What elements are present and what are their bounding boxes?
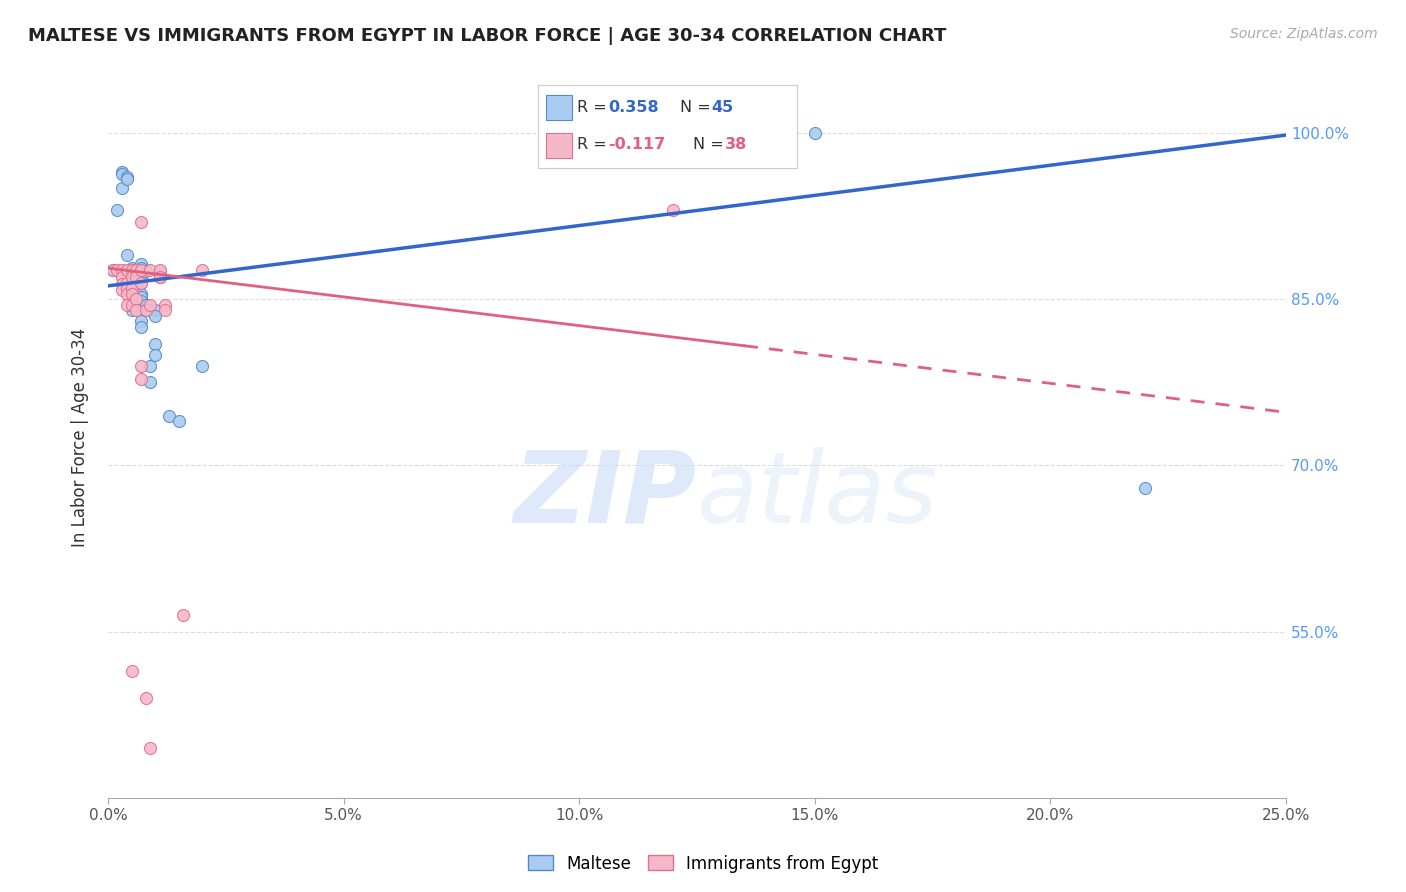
Point xyxy=(115,248,138,262)
Point xyxy=(129,263,152,277)
Point xyxy=(129,270,152,285)
Point xyxy=(111,167,134,181)
Point xyxy=(115,170,138,185)
Point xyxy=(143,303,166,318)
Point xyxy=(125,281,148,295)
Point xyxy=(149,263,172,277)
Point xyxy=(143,336,166,351)
Text: MALTESE VS IMMIGRANTS FROM EGYPT IN LABOR FORCE | AGE 30-34 CORRELATION CHART: MALTESE VS IMMIGRANTS FROM EGYPT IN LABO… xyxy=(28,27,946,45)
Point xyxy=(129,294,152,309)
Point xyxy=(191,359,214,373)
Point xyxy=(129,264,152,278)
Point xyxy=(121,286,143,301)
Point xyxy=(121,281,143,295)
Point xyxy=(143,309,166,323)
Point xyxy=(129,290,152,304)
Point xyxy=(191,263,214,277)
Point xyxy=(129,276,152,290)
Point xyxy=(121,664,143,678)
Point xyxy=(1133,481,1156,495)
Point xyxy=(662,203,685,218)
Point xyxy=(111,181,134,195)
Point xyxy=(143,348,166,362)
Point xyxy=(153,303,176,318)
Point xyxy=(121,263,143,277)
Point xyxy=(111,164,134,178)
Point xyxy=(121,270,143,285)
Point xyxy=(149,270,172,285)
Point xyxy=(167,414,190,428)
Point xyxy=(111,277,134,291)
Point xyxy=(135,303,157,318)
Point xyxy=(115,172,138,186)
Point xyxy=(129,276,152,290)
Point xyxy=(135,264,157,278)
Point xyxy=(129,257,152,271)
Point xyxy=(803,126,825,140)
Point xyxy=(172,608,194,623)
Point xyxy=(129,286,152,301)
Point xyxy=(125,292,148,306)
Point xyxy=(125,263,148,277)
Point xyxy=(115,286,138,301)
Text: ZIP: ZIP xyxy=(515,447,697,544)
Text: atlas: atlas xyxy=(697,447,939,544)
Point xyxy=(115,281,138,295)
Point xyxy=(115,263,138,277)
Point xyxy=(129,359,152,373)
Y-axis label: In Labor Force | Age 30-34: In Labor Force | Age 30-34 xyxy=(72,328,89,548)
Point xyxy=(129,372,152,386)
Point xyxy=(121,272,143,286)
Point xyxy=(121,270,143,285)
Point xyxy=(125,270,148,285)
Point xyxy=(121,286,143,301)
Point xyxy=(135,691,157,706)
Point xyxy=(111,263,134,277)
Point xyxy=(135,298,157,312)
Point xyxy=(149,270,172,285)
Legend: Maltese, Immigrants from Egypt: Maltese, Immigrants from Egypt xyxy=(522,848,884,880)
Point xyxy=(111,270,134,285)
Point xyxy=(139,741,162,756)
Point xyxy=(153,298,176,312)
Point xyxy=(111,283,134,297)
Point xyxy=(107,203,129,218)
Point xyxy=(121,303,143,318)
Point xyxy=(101,263,124,277)
Point xyxy=(115,276,138,290)
Point xyxy=(139,359,162,373)
Point xyxy=(149,264,172,278)
Point xyxy=(157,409,180,423)
Text: Source: ZipAtlas.com: Source: ZipAtlas.com xyxy=(1230,27,1378,41)
Point xyxy=(107,263,129,277)
Point xyxy=(129,319,152,334)
Point xyxy=(125,303,148,318)
Point xyxy=(129,214,152,228)
Point xyxy=(115,298,138,312)
Point xyxy=(125,270,148,285)
Point xyxy=(125,276,148,290)
Point xyxy=(125,286,148,301)
Point xyxy=(129,261,152,276)
Point xyxy=(121,261,143,276)
Point xyxy=(135,303,157,318)
Point xyxy=(125,263,148,277)
Point xyxy=(101,263,124,277)
Point xyxy=(125,292,148,306)
Point xyxy=(139,298,162,312)
Point xyxy=(121,298,143,312)
Point xyxy=(139,376,162,390)
Point xyxy=(139,263,162,277)
Point xyxy=(129,314,152,328)
